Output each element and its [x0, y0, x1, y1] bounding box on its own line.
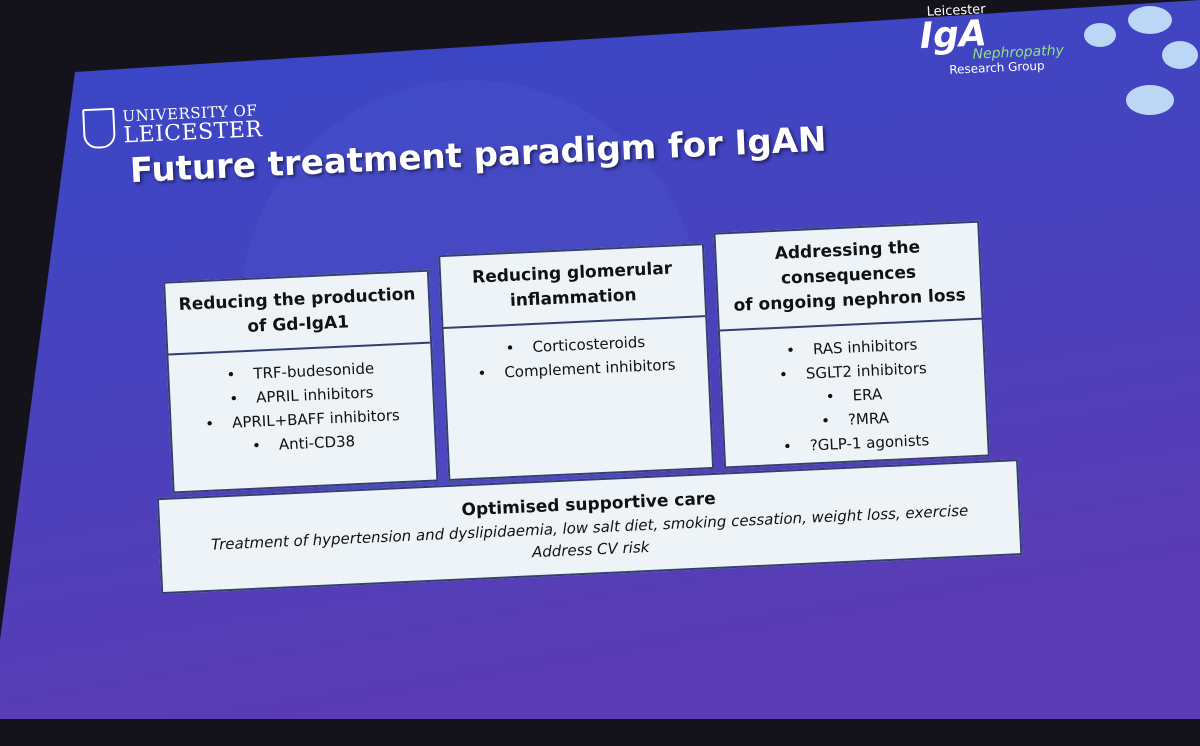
column-heading: Reducing the production of Gd-IgA1	[165, 271, 431, 356]
column-heading: Addressing the consequences of ongoing ne…	[715, 222, 982, 332]
shield-icon	[82, 107, 116, 150]
university-logo: UNIVERSITY OF LEICESTER	[82, 101, 263, 150]
logo-text: LEICESTER	[122, 117, 263, 149]
item-list: CorticosteroidsComplement inhibitors	[444, 317, 709, 397]
page: UNIVERSITY OF LEICESTER Leicester IgA Ne…	[0, 0, 1200, 719]
group-logo: Leicester IgA Nephropathy Research Group	[918, 0, 1064, 78]
decor-petals	[1084, 6, 1198, 115]
column-box: Addressing the consequences of ongoing ne…	[713, 220, 990, 472]
item-list: TRF-budesonideAPRIL inhibitorsAPRIL+BAFF…	[168, 344, 435, 472]
item-list: RAS inhibitorsSGLT2 inhibitorsERA?MRA?GL…	[720, 320, 988, 472]
column-heading: Reducing glomerular inflammation	[440, 245, 706, 330]
column-box: Reducing glomerularinflammationCorticost…	[438, 243, 715, 481]
logo-text: Nephropathy	[972, 42, 1065, 63]
